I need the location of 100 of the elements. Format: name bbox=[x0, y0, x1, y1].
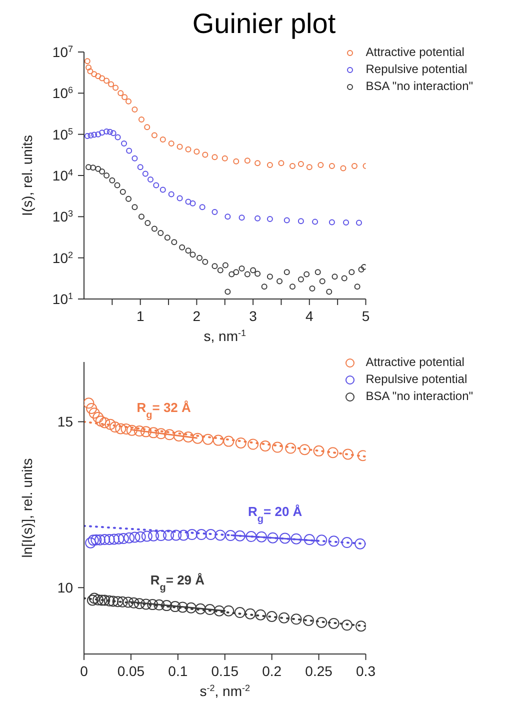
point bbox=[204, 604, 216, 616]
point bbox=[142, 170, 148, 177]
point bbox=[170, 601, 181, 612]
point bbox=[173, 430, 184, 442]
point bbox=[92, 412, 104, 423]
point bbox=[170, 530, 182, 541]
point bbox=[138, 214, 144, 220]
point bbox=[328, 219, 335, 226]
point bbox=[314, 269, 321, 276]
legend-label: BSA "no interaction" bbox=[366, 78, 473, 95]
x-tick-label: 0.25 bbox=[305, 663, 333, 679]
point bbox=[358, 266, 364, 273]
point bbox=[266, 216, 273, 222]
legend-label: Repulsive potential bbox=[366, 61, 468, 78]
point bbox=[92, 594, 104, 606]
point bbox=[190, 200, 196, 206]
point bbox=[164, 429, 175, 440]
point bbox=[196, 529, 207, 540]
point bbox=[163, 530, 174, 541]
point bbox=[192, 432, 204, 444]
y-tick-label: 10$^{5}$ bbox=[52, 126, 73, 142]
point bbox=[99, 534, 110, 546]
point bbox=[261, 284, 268, 290]
point bbox=[254, 270, 261, 277]
y-tick-label: 10$^{1}$ bbox=[52, 291, 73, 307]
point bbox=[144, 124, 150, 130]
point bbox=[132, 106, 138, 113]
point bbox=[278, 160, 284, 166]
annotation: R$_{g}$= 29 Å bbox=[150, 572, 206, 593]
point bbox=[246, 531, 257, 542]
point bbox=[224, 288, 231, 295]
point bbox=[318, 162, 324, 168]
point bbox=[140, 598, 152, 610]
point bbox=[185, 146, 192, 152]
point bbox=[85, 537, 96, 548]
point bbox=[90, 534, 102, 546]
y-axis-title: ln[I(s)], rel. units bbox=[19, 458, 35, 558]
point bbox=[117, 596, 128, 608]
x-tick-label: 5 bbox=[362, 308, 370, 324]
point bbox=[84, 58, 90, 64]
point bbox=[224, 214, 231, 220]
point bbox=[144, 220, 151, 226]
point bbox=[284, 217, 290, 224]
point bbox=[134, 426, 145, 437]
point bbox=[99, 417, 110, 428]
point bbox=[186, 529, 198, 540]
point bbox=[332, 274, 338, 280]
point bbox=[205, 529, 216, 540]
point bbox=[194, 148, 200, 155]
point bbox=[120, 188, 126, 195]
point bbox=[234, 607, 246, 618]
point bbox=[115, 423, 126, 434]
point bbox=[327, 447, 338, 458]
point bbox=[302, 614, 314, 626]
point bbox=[341, 537, 352, 548]
point bbox=[104, 418, 116, 430]
point bbox=[164, 234, 170, 241]
point bbox=[235, 437, 246, 448]
point bbox=[99, 130, 106, 136]
point bbox=[289, 284, 296, 290]
y-axis-title: I(s), rel. units bbox=[19, 135, 35, 216]
point bbox=[233, 269, 240, 276]
point bbox=[244, 271, 250, 278]
point bbox=[212, 154, 218, 160]
point bbox=[298, 161, 304, 168]
legend-label: Attractive potential bbox=[366, 44, 464, 61]
point bbox=[256, 531, 268, 542]
point bbox=[114, 134, 121, 140]
x-tick-label: 1 bbox=[136, 308, 144, 324]
point bbox=[340, 165, 346, 172]
point bbox=[328, 163, 335, 170]
point bbox=[84, 133, 90, 140]
point bbox=[234, 530, 246, 542]
point bbox=[214, 530, 226, 541]
point bbox=[328, 536, 340, 547]
point bbox=[298, 276, 304, 282]
y-tick-label: 10$^{4}$ bbox=[52, 168, 73, 184]
point bbox=[176, 144, 183, 150]
x-tick-label: 0 bbox=[80, 663, 88, 679]
point bbox=[285, 442, 296, 454]
point bbox=[128, 597, 140, 608]
x-tick-label: 4 bbox=[306, 308, 314, 324]
point bbox=[148, 530, 159, 542]
point bbox=[255, 609, 266, 620]
point bbox=[266, 274, 273, 280]
x-tick-label: 0.05 bbox=[117, 663, 145, 679]
point bbox=[341, 620, 352, 631]
point bbox=[316, 534, 328, 546]
point bbox=[233, 158, 240, 164]
point bbox=[148, 427, 159, 438]
point bbox=[132, 204, 138, 210]
legend-label: Repulsive potential bbox=[366, 371, 468, 388]
point bbox=[104, 78, 110, 84]
point bbox=[151, 226, 158, 232]
point bbox=[319, 278, 326, 284]
point bbox=[222, 155, 228, 162]
point bbox=[161, 600, 172, 612]
point bbox=[91, 71, 98, 78]
point bbox=[153, 182, 160, 188]
point bbox=[225, 530, 236, 542]
